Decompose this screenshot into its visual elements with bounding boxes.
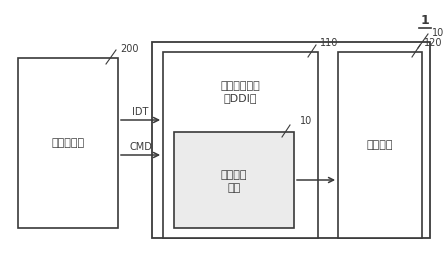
Text: 模块: 模块	[227, 183, 241, 193]
Bar	[174, 132, 294, 228]
Text: CMD: CMD	[129, 142, 152, 152]
Text: 110: 110	[320, 38, 338, 48]
Text: 显示驱动电路: 显示驱动电路	[221, 81, 260, 91]
Bar	[163, 52, 318, 238]
Text: 1: 1	[420, 14, 429, 27]
Text: 200: 200	[120, 44, 139, 54]
Text: （DDI）: （DDI）	[224, 93, 257, 103]
Bar	[338, 52, 422, 238]
Text: 10: 10	[300, 116, 312, 126]
Text: 120: 120	[424, 38, 443, 48]
Text: IDT: IDT	[132, 107, 149, 117]
Bar	[18, 58, 118, 228]
Bar	[152, 42, 430, 238]
Text: 主机处理器: 主机处理器	[51, 138, 85, 148]
Text: 伽马校正: 伽马校正	[221, 170, 247, 180]
Text: 100: 100	[432, 28, 443, 38]
Text: 显示面板: 显示面板	[367, 140, 393, 150]
